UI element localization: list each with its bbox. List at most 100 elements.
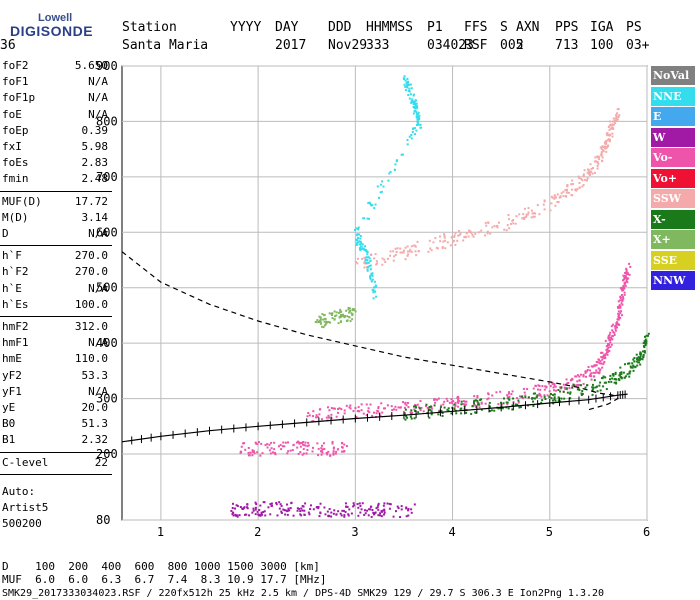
header-value-11: 36	[0, 38, 16, 53]
data-point	[407, 406, 410, 409]
data-point	[277, 445, 280, 448]
data-point	[617, 306, 620, 309]
data-point	[366, 253, 369, 256]
data-point	[377, 504, 380, 507]
data-point	[375, 507, 378, 510]
data-point	[323, 320, 326, 323]
data-point	[335, 450, 338, 453]
data-point	[434, 401, 437, 404]
data-point	[243, 442, 246, 445]
data-point	[515, 215, 518, 218]
data-point	[345, 404, 348, 407]
data-point	[404, 79, 407, 82]
data-point	[606, 348, 609, 351]
data-point	[246, 503, 249, 506]
param-fof1p: foF1p N/A	[2, 91, 108, 107]
data-point	[469, 230, 472, 233]
data-point	[275, 503, 278, 506]
data-point	[307, 441, 310, 444]
data-point	[370, 280, 373, 283]
data-point	[414, 106, 417, 109]
header-label-8: AXN	[516, 20, 540, 35]
data-point	[416, 118, 419, 121]
data-point	[582, 173, 585, 176]
data-point	[368, 508, 371, 511]
data-point	[506, 403, 509, 406]
data-point	[247, 446, 250, 449]
data-point	[601, 356, 604, 359]
data-point	[412, 102, 415, 105]
data-point	[586, 168, 589, 171]
data-point	[600, 356, 603, 359]
data-point	[407, 93, 410, 96]
data-point	[298, 507, 301, 510]
data-point	[318, 319, 321, 322]
data-point	[319, 316, 322, 319]
header-label-5: P1	[427, 20, 443, 35]
data-point	[255, 503, 258, 506]
param-key: h`Es	[2, 297, 29, 311]
data-point	[361, 247, 364, 250]
data-point	[600, 148, 603, 151]
data-point	[270, 502, 273, 505]
data-point	[372, 289, 375, 292]
data-point	[386, 404, 389, 407]
data-point	[643, 346, 646, 349]
data-point	[593, 364, 596, 367]
data-point	[329, 321, 332, 324]
data-point	[296, 507, 299, 510]
data-point	[613, 331, 616, 334]
data-point	[234, 513, 237, 516]
header-value-1: 2017	[275, 38, 307, 53]
data-point	[415, 129, 418, 132]
param-key: h`F	[2, 249, 22, 263]
data-point	[428, 408, 431, 411]
data-point	[410, 245, 413, 248]
data-point	[371, 274, 374, 277]
data-point	[607, 336, 610, 339]
data-point	[326, 510, 329, 513]
data-point	[606, 132, 609, 135]
data-point	[443, 400, 446, 403]
data-point	[410, 137, 413, 140]
param-foep: foEp 0.39	[2, 124, 108, 140]
data-point	[315, 414, 318, 417]
data-point	[588, 173, 591, 176]
data-point	[543, 394, 546, 397]
data-point	[413, 105, 416, 108]
data-point	[368, 265, 371, 268]
data-point	[268, 443, 271, 446]
data-point	[257, 441, 260, 444]
data-point	[589, 373, 592, 376]
data-point	[440, 404, 443, 407]
data-point	[273, 441, 276, 444]
data-point	[370, 505, 373, 508]
header-value-0: Santa Maria	[122, 38, 209, 53]
data-point	[643, 350, 646, 353]
data-point	[450, 398, 453, 401]
data-point	[357, 226, 360, 229]
data-point	[303, 509, 306, 512]
data-point	[594, 156, 597, 159]
data-point	[291, 449, 294, 452]
data-point	[365, 266, 368, 269]
data-point	[251, 454, 254, 457]
data-point	[399, 516, 402, 519]
data-point	[616, 112, 619, 115]
data-point	[522, 213, 525, 216]
data-point	[584, 370, 587, 373]
data-point	[377, 406, 380, 409]
data-point	[568, 387, 571, 390]
data-point	[531, 212, 534, 215]
data-point	[439, 406, 442, 409]
data-point	[404, 89, 407, 92]
data-point	[371, 508, 374, 511]
data-point	[242, 507, 245, 510]
param-value: 3.14	[81, 210, 109, 224]
data-point	[585, 370, 588, 373]
data-point	[554, 196, 557, 199]
data-point	[603, 361, 606, 364]
param-value: 22	[94, 455, 108, 469]
data-point	[411, 100, 414, 103]
data-point	[623, 275, 626, 278]
